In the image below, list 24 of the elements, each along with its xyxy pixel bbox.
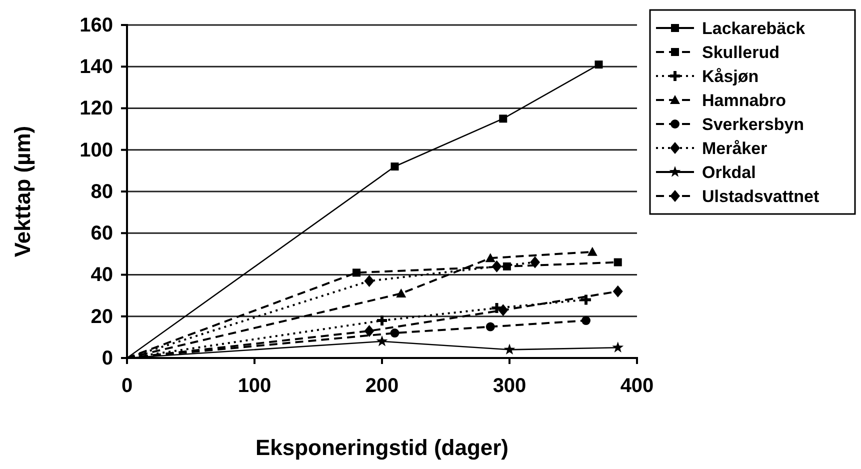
y-tick-label: 100 <box>80 139 113 162</box>
y-tick-label: 60 <box>90 222 113 245</box>
y-tick-label: 160 <box>80 14 113 36</box>
legend-label: Lackarebäck <box>702 19 806 38</box>
y-tick-label: 140 <box>80 56 113 78</box>
x-tick-label: 0 <box>121 375 133 398</box>
y-axis-title: Vekttap (µm) <box>10 126 35 258</box>
y-tick-label: 20 <box>90 306 113 328</box>
legend-label: Ulstadsvattnet <box>702 187 820 206</box>
x-tick-label: 200 <box>365 375 399 398</box>
y-tick-label: 0 <box>102 347 113 370</box>
legend-label: Orkdal <box>702 163 756 182</box>
legend-label: Sverkersbyn <box>702 115 804 134</box>
y-tick-label: 80 <box>90 180 113 203</box>
legend-label: Hamnabro <box>702 91 786 110</box>
x-tick-label: 100 <box>238 375 272 398</box>
y-tick-label: 40 <box>90 264 113 286</box>
x-tick-label: 300 <box>492 375 526 398</box>
x-axis-title: Eksponeringstid (dager) <box>255 435 509 460</box>
x-tick-label: 400 <box>620 375 654 398</box>
y-tick-label: 120 <box>80 98 113 120</box>
legend-label: Meråker <box>702 139 768 158</box>
legend-label: Skullerud <box>702 43 780 62</box>
legend-label: Kåsjøn <box>702 67 759 86</box>
